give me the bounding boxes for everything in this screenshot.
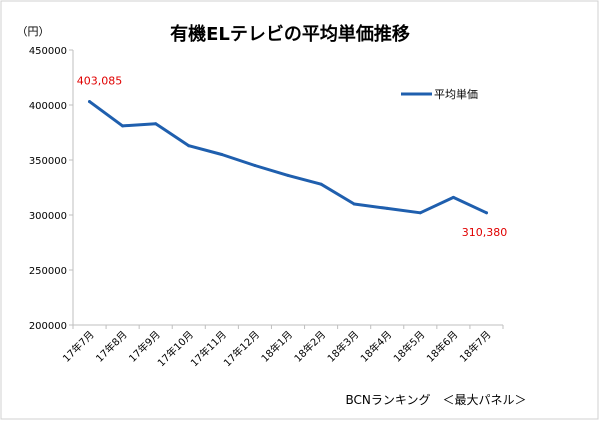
data-point: [187, 144, 191, 148]
data-point: [286, 173, 290, 177]
data-point: [352, 202, 356, 206]
y-tick-label: 200000: [29, 321, 67, 332]
data-label: 403,085: [77, 75, 123, 88]
legend: 平均単価: [401, 87, 478, 101]
chart-title: 有機ELテレビの平均単価推移: [170, 23, 410, 45]
data-point: [319, 182, 323, 186]
y-axis-unit-label: （円）: [17, 25, 50, 38]
plot-area: [88, 100, 488, 215]
data-point: [418, 211, 422, 215]
data-point: [484, 211, 488, 215]
data-label: 310,380: [462, 226, 508, 239]
y-tick-label: 450000: [29, 46, 67, 57]
data-point: [154, 122, 158, 126]
data-point: [121, 124, 125, 128]
y-axis: 200000 250000 300000 350000 400000 450000: [29, 46, 74, 332]
source-note: BCNランキング ＜最大パネル＞: [345, 393, 526, 407]
annotations: 403,085 310,380: [77, 75, 507, 239]
data-point: [220, 153, 224, 156]
data-point: [385, 206, 389, 210]
y-tick-label: 350000: [29, 156, 67, 167]
y-tick-label: 400000: [29, 101, 67, 112]
data-point: [253, 164, 257, 167]
legend-label: 平均単価: [434, 87, 478, 101]
y-tick-label: 250000: [29, 266, 67, 277]
data-point: [88, 100, 92, 104]
data-point: [451, 195, 455, 199]
y-tick-label: 300000: [29, 211, 67, 222]
